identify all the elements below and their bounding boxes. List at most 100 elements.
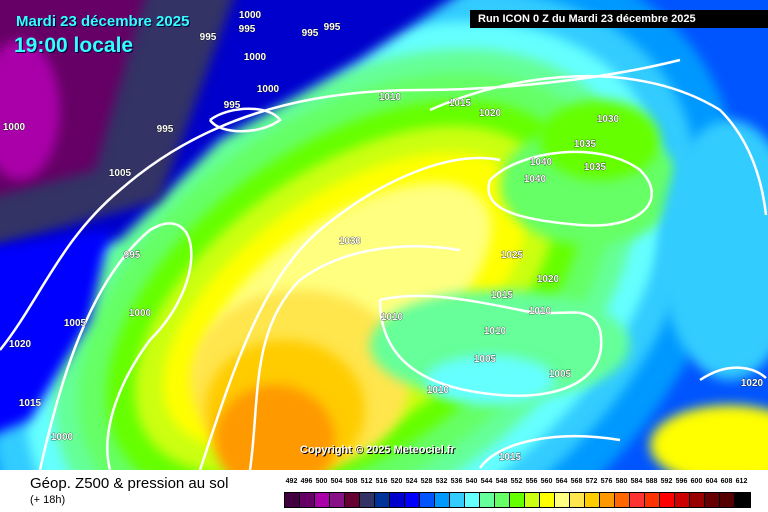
- color-legend: 492 496 500 504 508 512 516 520 524 528 532 536 540 5…: [284, 478, 751, 508]
- isobar-label: 1000: [239, 10, 262, 21]
- legend-tick: 500: [315, 478, 328, 485]
- isobar-label: 1005: [109, 168, 132, 179]
- legend-swatch: [690, 493, 705, 507]
- footer: Géop. Z500 & pression au sol (+ 18h) 492…: [0, 470, 768, 512]
- isobar-label: 1000: [3, 122, 26, 133]
- isobar-label: 1015: [449, 98, 472, 109]
- legend-tick: 504: [330, 478, 343, 485]
- forecast-date: Mardi 23 décembre 2025: [16, 13, 190, 30]
- geopotential-field: [0, 0, 768, 470]
- isobar-label: 1000: [129, 308, 152, 319]
- legend-swatch: [390, 493, 405, 507]
- legend-swatch: [465, 493, 480, 507]
- map-title: Géop. Z500 & pression au sol: [30, 475, 229, 492]
- legend-swatch: [510, 493, 525, 507]
- isobar-label: 1030: [339, 236, 362, 247]
- legend-swatch: [720, 493, 735, 507]
- legend-swatch: [645, 493, 660, 507]
- legend-tick: 540: [465, 478, 478, 485]
- isobar-label: 1010: [427, 385, 450, 396]
- legend-tick: 548: [495, 478, 508, 485]
- isobar-label: 1020: [537, 274, 560, 285]
- legend-tick: 584: [630, 478, 643, 485]
- isobar-labels: 1000 995 995 995 1000 995 1000 995 995 1000 1005 10…: [3, 10, 764, 464]
- legend-swatch: [660, 493, 675, 507]
- legend-swatch: [495, 493, 510, 507]
- legend-tick: 580: [615, 478, 628, 485]
- isobar-label: 1015: [491, 290, 514, 301]
- isobar-label: 995: [200, 32, 217, 43]
- isobar-label: 995: [157, 124, 174, 135]
- isobar-label: 1005: [64, 318, 87, 329]
- legend-tick: 552: [510, 478, 523, 485]
- isobar-label: 1035: [574, 139, 597, 150]
- weather-map: 1000 995 995 995 1000 995 1000 995 995 1000 1005 10…: [0, 9, 768, 470]
- isobar-label: 1015: [499, 452, 522, 463]
- legend-tick: 612: [735, 478, 748, 485]
- legend-swatch: [600, 493, 615, 507]
- legend-tick: 608: [720, 478, 733, 485]
- isobar-label: 1040: [530, 157, 553, 168]
- legend-swatch: [300, 493, 315, 507]
- isobar-label: 995: [224, 100, 241, 111]
- legend-tick: 564: [555, 478, 568, 485]
- legend-swatch: [735, 493, 750, 507]
- legend-tick: 600: [690, 478, 703, 485]
- isobar-label: 1005: [474, 354, 497, 365]
- isobar-label: 1020: [741, 378, 764, 389]
- legend-swatch: [345, 493, 360, 507]
- isobar-label: 995: [302, 28, 319, 39]
- isobar-label: 1025: [501, 250, 524, 261]
- legend-swatch: [555, 493, 570, 507]
- legend-swatch: [435, 493, 450, 507]
- legend-swatch: [405, 493, 420, 507]
- legend-swatch: [615, 493, 630, 507]
- isobar-label: 1005: [549, 369, 572, 380]
- legend-swatch: [360, 493, 375, 507]
- isobar-label: 1000: [51, 432, 74, 443]
- legend-tick: 520: [390, 478, 403, 485]
- isobar-label: 1010: [484, 326, 507, 337]
- legend-swatch: [420, 493, 435, 507]
- isobar-label: 995: [324, 22, 341, 33]
- isobar-label: 1010: [379, 92, 402, 103]
- legend-tick: 604: [705, 478, 718, 485]
- legend-tick: 516: [375, 478, 388, 485]
- forecast-time: 19:00 locale: [14, 34, 134, 57]
- isobar-label: 1015: [19, 398, 42, 409]
- legend-tick: 492: [285, 478, 298, 485]
- isobar-label: 1000: [257, 84, 280, 95]
- legend-swatch: [585, 493, 600, 507]
- model-run-label: Run ICON 0 Z du Mardi 23 décembre 2025: [470, 10, 768, 28]
- legend-tick: 592: [660, 478, 673, 485]
- isobar-label: 1000: [244, 52, 267, 63]
- legend-swatch: [285, 493, 300, 507]
- legend-tick: 588: [645, 478, 658, 485]
- legend-swatch: [375, 493, 390, 507]
- isobar-label: 1030: [597, 114, 620, 125]
- legend-tick: 512: [360, 478, 373, 485]
- isobar-label: 1035: [584, 162, 607, 173]
- legend-swatch: [315, 493, 330, 507]
- isobar-label: 1010: [381, 312, 404, 323]
- isobar-label: 995: [124, 250, 141, 261]
- legend-swatch: [450, 493, 465, 507]
- forecast-lead-time: (+ 18h): [30, 494, 66, 506]
- legend-tick: 560: [540, 478, 553, 485]
- legend-tick: 572: [585, 478, 598, 485]
- legend-tick: 568: [570, 478, 583, 485]
- legend-tick: 496: [300, 478, 313, 485]
- isobars: [0, 58, 768, 470]
- legend-swatch: [705, 493, 720, 507]
- legend-swatch: [675, 493, 690, 507]
- legend-tick: 532: [435, 478, 448, 485]
- legend-tick: 536: [450, 478, 463, 485]
- copyright: Copyright © 2025 Meteociel.fr: [300, 444, 455, 456]
- isobar-label: 1010: [529, 306, 552, 317]
- legend-swatch: [540, 493, 555, 507]
- isobar-label: 995: [239, 24, 256, 35]
- legend-swatch: [570, 493, 585, 507]
- legend-tick: 544: [480, 478, 493, 485]
- isobar-label: 1020: [9, 339, 32, 350]
- legend-tick: 556: [525, 478, 538, 485]
